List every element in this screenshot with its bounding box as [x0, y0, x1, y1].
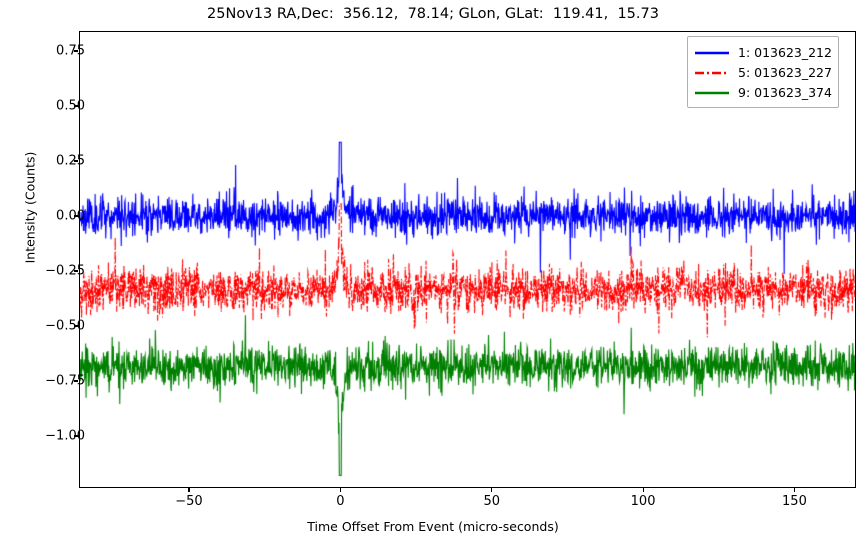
chart-legend: 1: 013623_212 5: 013623_227 9: 013623_374	[687, 36, 839, 108]
x-tick-mark	[188, 488, 190, 492]
legend-label: 1: 013623_212	[738, 44, 832, 60]
x-tick-mark	[339, 488, 341, 492]
y-tick-label: −0.50	[45, 318, 85, 334]
legend-line-swatch	[694, 65, 730, 79]
y-tick-mark	[74, 50, 78, 52]
legend-line-swatch	[694, 45, 730, 59]
y-tick-label: −1.00	[45, 428, 85, 444]
x-tick-label: 0	[336, 494, 345, 509]
x-tick-mark	[491, 488, 493, 492]
legend-entry: 9: 013623_374	[694, 82, 832, 102]
x-tick-label: 50	[483, 494, 500, 509]
legend-label: 5: 013623_227	[738, 64, 832, 80]
legend-entry: 1: 013623_212	[694, 42, 832, 62]
y-tick-label: −0.75	[45, 373, 85, 389]
y-tick-mark	[74, 215, 78, 217]
x-tick-label: 150	[782, 494, 807, 509]
y-tick-mark	[74, 160, 78, 162]
x-tick-label: 100	[630, 494, 656, 509]
y-tick-mark	[74, 380, 78, 382]
y-tick-label: 0.25	[56, 153, 85, 169]
y-axis-label: Intensity (Counts)	[22, 151, 38, 264]
legend-line-swatch	[694, 85, 730, 99]
x-tick-mark	[642, 488, 644, 492]
y-tick-label: −0.25	[45, 263, 85, 279]
y-tick-label: 0.75	[56, 43, 85, 59]
x-axis-label: Time Offset From Event (micro-seconds)	[307, 519, 559, 534]
y-tick-label: 0.00	[56, 208, 85, 224]
y-tick-mark	[74, 105, 78, 107]
y-tick-mark	[74, 270, 78, 272]
x-tick-mark	[793, 488, 796, 492]
y-tick-mark	[74, 325, 78, 327]
legend-label: 9: 013623_374	[738, 84, 832, 100]
y-tick-mark	[74, 435, 78, 437]
x-tick-label: −50	[175, 494, 203, 509]
legend-entry: 5: 013623_227	[694, 62, 832, 82]
chart-title: 25Nov13 RA,Dec: 356.12, 78.14; GLon, GLa…	[207, 6, 659, 22]
y-tick-label: 0.50	[56, 98, 85, 114]
